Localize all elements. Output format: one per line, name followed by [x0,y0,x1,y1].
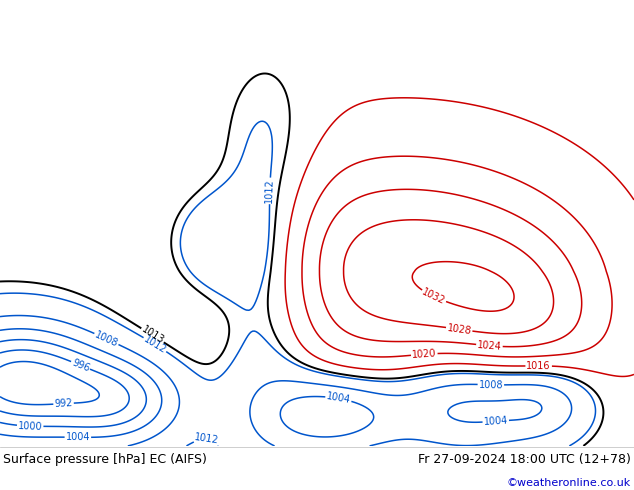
Text: Fr 27-09-2024 18:00 UTC (12+78): Fr 27-09-2024 18:00 UTC (12+78) [418,453,631,466]
Text: 1000: 1000 [18,420,42,432]
Text: 1020: 1020 [411,348,437,360]
Text: 1013: 1013 [139,324,165,346]
Text: 1028: 1028 [446,322,472,336]
Text: 996: 996 [70,357,91,373]
Text: ©weatheronline.co.uk: ©weatheronline.co.uk [507,478,631,488]
Text: 1012: 1012 [193,432,219,445]
Text: 1008: 1008 [93,329,120,348]
Text: 1004: 1004 [325,392,351,405]
Text: 992: 992 [54,398,73,409]
Text: 1012: 1012 [264,178,275,203]
Text: 1004: 1004 [483,416,508,427]
Text: 1008: 1008 [479,380,503,390]
Text: 1016: 1016 [526,361,551,371]
Text: 1004: 1004 [65,432,90,442]
Text: Surface pressure [hPa] EC (AIFS): Surface pressure [hPa] EC (AIFS) [3,453,207,466]
Text: 1032: 1032 [420,287,447,306]
Text: 1024: 1024 [477,340,502,352]
Text: 1012: 1012 [142,334,168,355]
